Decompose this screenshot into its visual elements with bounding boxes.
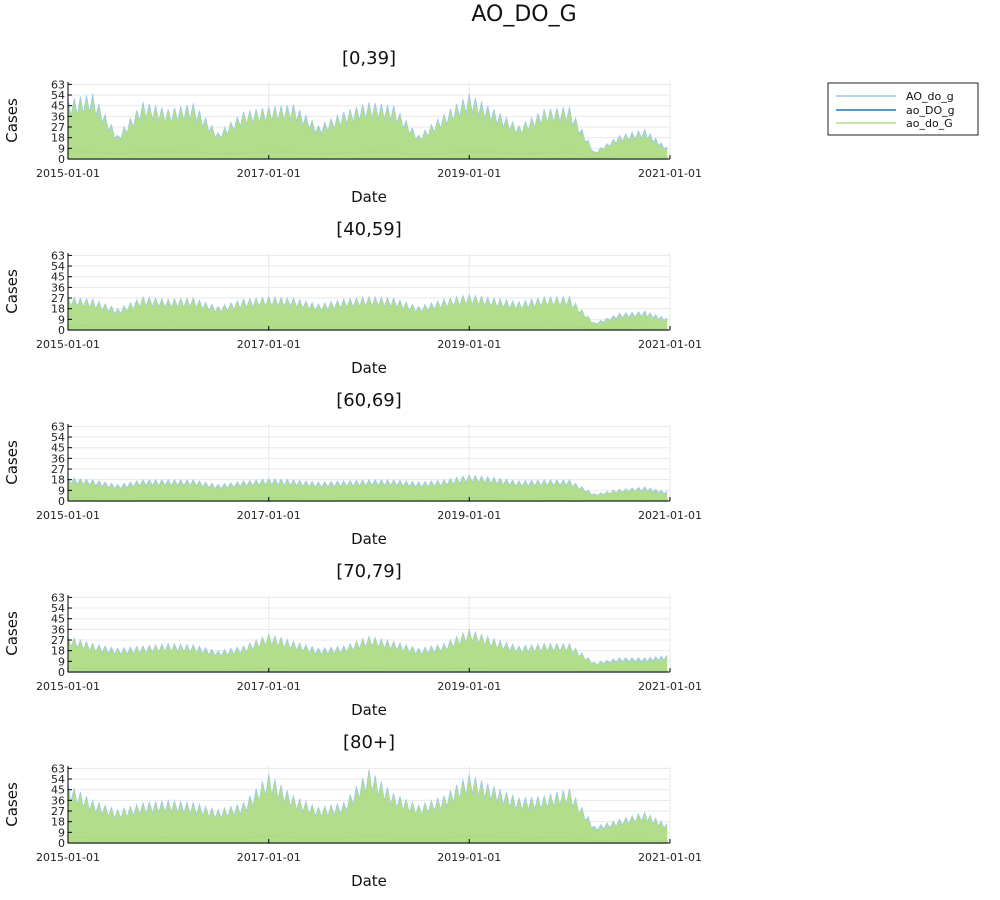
x-axis-label: Date: [351, 188, 387, 206]
y-tick-label: 0: [58, 495, 65, 508]
legend: AO_do_g ao_DO_g ao_do_G: [827, 82, 979, 136]
y-tick-label: 0: [58, 666, 65, 679]
x-tick-label: 2015-01-01: [36, 851, 100, 864]
x-axis-label: Date: [351, 701, 387, 719]
y-tick-label: 63: [51, 420, 65, 433]
y-tick-label: 27: [51, 463, 65, 476]
x-tick-label: 2015-01-01: [36, 509, 100, 522]
x-tick-label: 2021-01-01: [638, 851, 702, 864]
y-axis-label: Cases: [3, 98, 21, 143]
subplot-title: [0,39]: [342, 48, 396, 69]
y-tick-label: 9: [58, 484, 65, 497]
legend-label-1: ao_DO_g: [906, 104, 955, 117]
y-tick-label: 63: [51, 591, 65, 604]
legend-label-2: ao_do_G: [906, 117, 953, 130]
y-tick-label: 36: [51, 623, 65, 636]
x-axis-label: Date: [351, 530, 387, 548]
series-ao_do_G: [67, 774, 668, 844]
subplot-title: [70,79]: [336, 561, 402, 582]
y-tick-label: 18: [51, 645, 65, 658]
y-tick-label: 27: [51, 805, 65, 818]
series-ao_do_G: [67, 476, 668, 502]
x-tick-label: 2019-01-01: [437, 680, 501, 693]
x-tick-label: 2017-01-01: [237, 167, 301, 180]
subplot-title: [60,69]: [336, 390, 402, 411]
y-tick-label: 36: [51, 794, 65, 807]
x-tick-label: 2019-01-01: [437, 851, 501, 864]
figure-title: AO_DO_G: [471, 2, 576, 27]
y-tick-label: 45: [51, 271, 65, 284]
x-tick-label: 2019-01-01: [437, 509, 501, 522]
y-tick-label: 9: [58, 655, 65, 668]
x-tick-label: 2021-01-01: [638, 680, 702, 693]
y-tick-label: 27: [51, 634, 65, 647]
x-tick-label: 2017-01-01: [237, 338, 301, 351]
x-tick-label: 2015-01-01: [36, 167, 100, 180]
x-tick-label: 2021-01-01: [638, 509, 702, 522]
y-axis-label: Cases: [3, 611, 21, 656]
y-tick-label: 63: [51, 762, 65, 775]
x-axis-label: Date: [351, 872, 387, 890]
x-tick-label: 2021-01-01: [638, 167, 702, 180]
legend-label-0: AO_do_g: [906, 90, 954, 103]
y-axis-label: Cases: [3, 440, 21, 485]
y-tick-label: 36: [51, 452, 65, 465]
y-tick-label: 63: [51, 78, 65, 91]
y-tick-label: 36: [51, 281, 65, 294]
y-tick-label: 27: [51, 292, 65, 305]
y-axis-label: Cases: [3, 782, 21, 827]
subplot-title: [80+]: [343, 732, 395, 753]
y-tick-label: 54: [51, 260, 65, 273]
x-tick-label: 2017-01-01: [237, 680, 301, 693]
x-tick-label: 2017-01-01: [237, 851, 301, 864]
y-tick-label: 0: [58, 837, 65, 850]
x-tick-label: 2017-01-01: [237, 509, 301, 522]
y-tick-label: 9: [58, 826, 65, 839]
y-tick-label: 36: [51, 110, 65, 123]
x-tick-label: 2019-01-01: [437, 167, 501, 180]
y-tick-label: 18: [51, 303, 65, 316]
subplot-title: [40,59]: [336, 219, 402, 240]
y-tick-label: 45: [51, 613, 65, 626]
y-tick-label: 18: [51, 132, 65, 145]
y-tick-label: 45: [51, 100, 65, 113]
y-tick-label: 9: [58, 313, 65, 326]
y-tick-label: 54: [51, 431, 65, 444]
x-tick-label: 2015-01-01: [36, 338, 100, 351]
y-axis-label: Cases: [3, 269, 21, 314]
legend-box: [827, 82, 979, 136]
y-tick-label: 45: [51, 784, 65, 797]
x-tick-label: 2021-01-01: [638, 338, 702, 351]
series-ao_do_G: [67, 295, 668, 331]
y-tick-label: 0: [58, 324, 65, 337]
series-ao_do_G: [67, 631, 668, 673]
y-tick-label: 27: [51, 121, 65, 134]
y-tick-label: 18: [51, 816, 65, 829]
y-tick-label: 45: [51, 442, 65, 455]
y-tick-label: 54: [51, 773, 65, 786]
x-tick-label: 2019-01-01: [437, 338, 501, 351]
y-tick-label: 54: [51, 602, 65, 615]
y-tick-label: 63: [51, 249, 65, 262]
y-tick-label: 54: [51, 89, 65, 102]
series-ao_do_G: [67, 99, 668, 160]
y-tick-label: 0: [58, 153, 65, 166]
y-tick-label: 9: [58, 142, 65, 155]
x-tick-label: 2015-01-01: [36, 680, 100, 693]
y-tick-label: 18: [51, 474, 65, 487]
x-axis-label: Date: [351, 359, 387, 377]
